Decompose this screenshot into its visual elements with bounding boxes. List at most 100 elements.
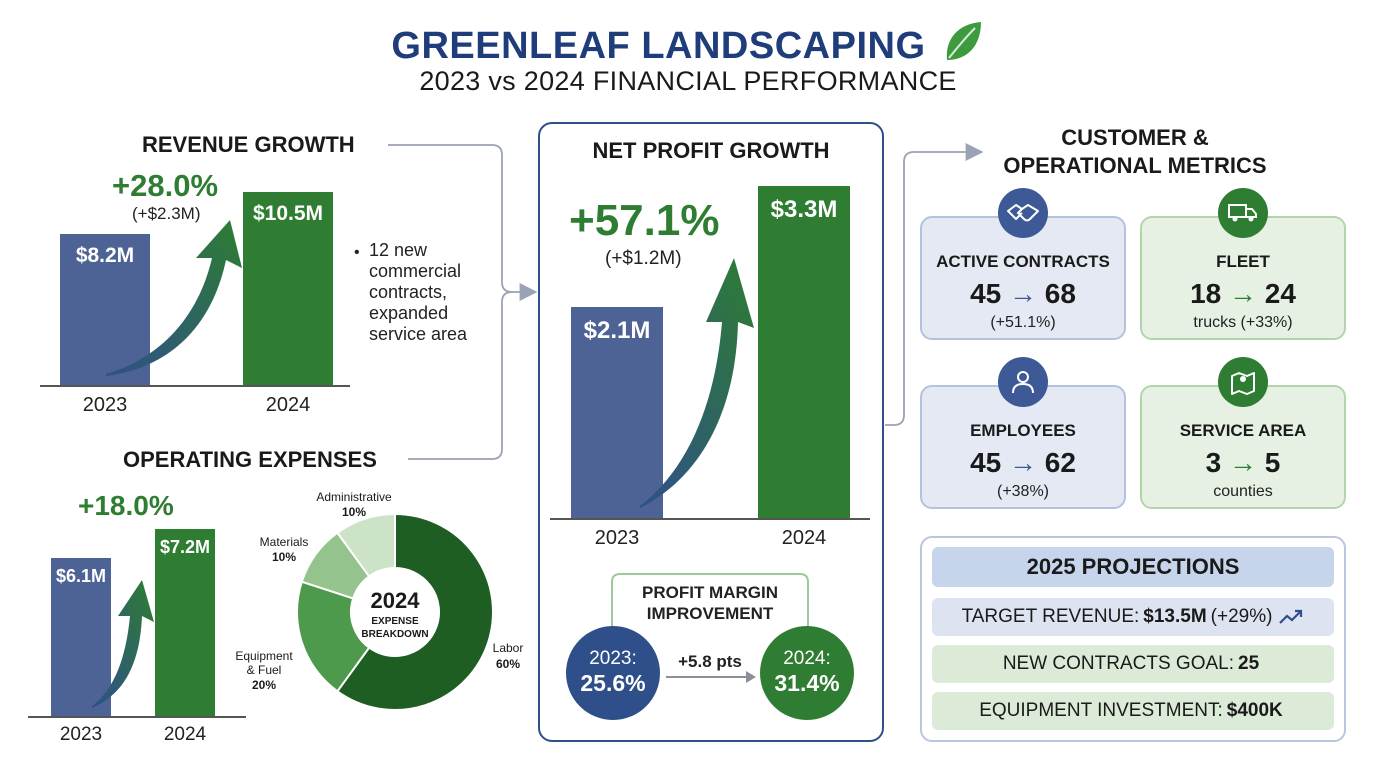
revenue-bar-2023: $8.2M xyxy=(60,234,150,385)
net-profit-bar-2024: $3.3M xyxy=(758,186,850,518)
metric-card-active-contracts: ACTIVE CONTRACTS 45 → 68 (+51.1%) xyxy=(920,188,1126,340)
revenue-growth-abs: (+$2.3M) xyxy=(132,204,201,223)
map-pin-icon xyxy=(1218,357,1268,407)
expenses-section-title: OPERATING EXPENSES xyxy=(123,447,377,472)
net-profit-title: NET PROFIT GROWTH xyxy=(592,138,830,163)
revenue-note-line: commercial xyxy=(369,261,462,281)
margin-title: PROFIT MARGIN IMPROVEMENT xyxy=(600,582,820,624)
revenue-axis xyxy=(40,385,350,387)
revenue-growth-arrow xyxy=(106,220,242,376)
margin-2023-label: 2023: xyxy=(589,648,637,669)
margin-title-line-2: IMPROVEMENT xyxy=(646,604,774,623)
margin-2024-circle: 2024: 31.4% xyxy=(760,626,854,720)
revenue-bar-2023-value: $8.2M xyxy=(75,244,135,267)
arrow-right-icon: → xyxy=(1009,447,1037,478)
expenses-growth-arrow xyxy=(92,580,154,708)
net-profit-growth-abs: (+$1.2M) xyxy=(605,248,682,269)
title-text: GREENLEAF LANDSCAPING xyxy=(391,25,926,67)
donut-center-label-2: BREAKDOWN xyxy=(361,629,428,640)
connector-revenue xyxy=(388,144,538,301)
arrow-right-icon: → xyxy=(1009,278,1037,309)
donut-label-labor: Labor xyxy=(493,641,524,655)
margin-2024-value: 31.4% xyxy=(774,670,840,696)
card-label: FLEET xyxy=(1216,252,1270,271)
metrics-title-line-1: CUSTOMER & xyxy=(1061,125,1209,150)
revenue-note-line: contracts, xyxy=(369,282,448,302)
donut-center-label-1: EXPENSE xyxy=(371,616,419,627)
margin-2023-value: 25.6% xyxy=(580,670,646,696)
revenue-bar-2024: $10.5M xyxy=(243,192,333,385)
projections-title: 2025 PROJECTIONS xyxy=(932,547,1334,587)
margin-2024-label: 2024: xyxy=(783,648,831,669)
card-value-to: 24 xyxy=(1264,278,1296,309)
card-value: 45 → 68 xyxy=(922,278,1124,310)
metrics-title-line-2: OPERATIONAL METRICS xyxy=(1003,153,1267,178)
donut-value-equipment: 20% xyxy=(252,678,276,692)
arrow-right-icon: → xyxy=(1229,447,1257,478)
revenue-year-2024: 2024 xyxy=(265,394,311,416)
card-value-from: 3 xyxy=(1205,447,1222,478)
projection-label: NEW CONTRACTS GOAL: xyxy=(1002,653,1235,674)
truck-icon xyxy=(1218,188,1268,238)
net-profit-axis xyxy=(550,518,870,520)
leaf-icon xyxy=(946,22,981,60)
margin-2023-circle: 2023: 25.6% xyxy=(566,626,660,720)
expenses-axis xyxy=(28,716,246,718)
metric-card-service-area: SERVICE AREA 3 → 5 counties xyxy=(1140,357,1346,509)
net-profit-growth-pct: +57.1% xyxy=(569,196,720,245)
card-label: EMPLOYEES xyxy=(970,421,1076,440)
net-profit-panel xyxy=(538,122,884,742)
projection-row-equipment-investment: EQUIPMENT INVESTMENT: $400K xyxy=(932,692,1334,730)
metric-card-fleet: FLEET 18 → 24 trucks (+33%) xyxy=(1140,188,1346,340)
card-label: ACTIVE CONTRACTS xyxy=(936,252,1110,271)
metrics-title: CUSTOMER & OPERATIONAL METRICS xyxy=(960,124,1310,180)
revenue-growth-pct: +28.0% xyxy=(112,168,219,203)
margin-arrow-icon xyxy=(666,671,756,683)
card-note: (+51.1%) xyxy=(990,314,1056,331)
card-value-from: 45 xyxy=(970,447,1002,478)
card-value: 18 → 24 xyxy=(1142,278,1344,310)
page-subtitle: 2023 vs 2024 FINANCIAL PERFORMANCE xyxy=(419,66,957,96)
revenue-section-title: REVENUE GROWTH xyxy=(142,132,355,157)
net-profit-bar-2024-value: $3.3M xyxy=(770,196,838,223)
net-profit-bar-2023-value: $2.1M xyxy=(583,317,651,344)
card-note: (+38%) xyxy=(996,483,1050,500)
revenue-note-line: expanded xyxy=(369,303,449,323)
expenses-bar-2024-value: $7.2M xyxy=(159,537,211,557)
projection-label: EQUIPMENT INVESTMENT: xyxy=(979,700,1223,721)
projection-value: $400K xyxy=(1226,700,1283,721)
revenue-note: 12 new commercial contracts, expanded se… xyxy=(369,240,499,345)
expense-donut-chart: 2024 EXPENSE BREAKDOWN Labor 60% Equipme… xyxy=(235,490,524,711)
card-note: trucks (+33%) xyxy=(1193,314,1293,331)
margin-title-line-1: PROFIT MARGIN xyxy=(642,583,778,602)
margin-change: +5.8 pts xyxy=(678,652,742,671)
revenue-note-bullet: • xyxy=(354,244,360,261)
expenses-bar-2023-value: $6.1M xyxy=(55,566,107,586)
card-value-to: 62 xyxy=(1044,447,1076,478)
page-title: GREENLEAF LANDSCAPING xyxy=(0,18,1376,68)
revenue-note-line: service area xyxy=(369,324,468,344)
expenses-year-2024: 2024 xyxy=(163,724,207,745)
card-value-to: 68 xyxy=(1044,278,1076,309)
card-value: 45 → 62 xyxy=(922,447,1124,479)
donut-center-year: 2024 xyxy=(371,588,421,613)
expenses-bar-2023: $6.1M xyxy=(51,558,111,716)
donut-label-equipment-2: & Fuel xyxy=(247,663,282,677)
connector-expenses xyxy=(408,291,513,460)
card-note: counties xyxy=(1213,483,1273,500)
card-value-from: 45 xyxy=(970,278,1002,309)
arrow-right-icon: → xyxy=(1229,278,1257,309)
expenses-growth-pct: +18.0% xyxy=(78,490,174,521)
donut-label-administrative: Administrative xyxy=(316,490,392,504)
revenue-bar-2024-value: $10.5M xyxy=(252,202,324,225)
projection-value: $13.5M xyxy=(1143,606,1207,627)
projection-extra: (+29%) xyxy=(1210,606,1273,627)
donut-value-materials: 10% xyxy=(272,550,296,564)
net-profit-year-2024: 2024 xyxy=(781,527,827,549)
revenue-year-2023: 2023 xyxy=(82,394,128,416)
card-label: SERVICE AREA xyxy=(1179,421,1307,440)
margin-bracket xyxy=(611,573,809,648)
connector-metrics xyxy=(885,143,984,426)
card-value-to: 5 xyxy=(1264,447,1281,478)
net-profit-growth-arrow xyxy=(640,258,754,508)
